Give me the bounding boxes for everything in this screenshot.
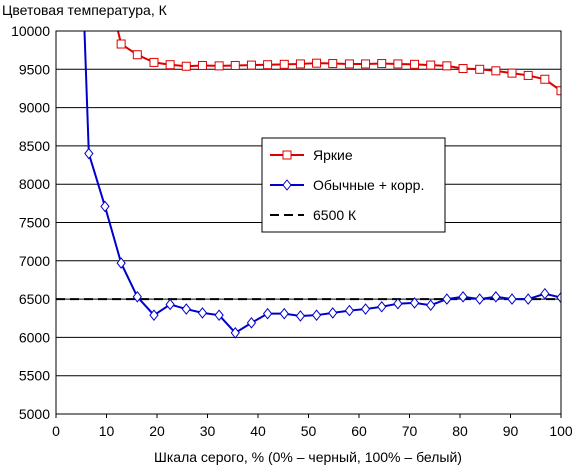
x-tick-label: 70: [402, 423, 418, 439]
chart-title: Цветовая температура, К: [2, 2, 168, 18]
legend-label-1: Обычные + корр.: [313, 177, 424, 193]
y-tick-label: 7000: [19, 253, 50, 269]
blue-point-27: [523, 293, 533, 305]
x-tick-label: 60: [351, 423, 367, 439]
red-point-27: [556, 86, 561, 96]
y-tick-label: 10000: [11, 23, 50, 39]
series-layer: [83, 31, 561, 339]
red-point-19: [426, 60, 436, 70]
red-point-1: [132, 50, 142, 60]
series-0: [116, 31, 561, 96]
blue-point-7: [197, 307, 208, 319]
red-point-24: [507, 68, 517, 78]
blue-point-6: [181, 303, 191, 315]
x-tick-labels: 0 10 20 30 40 50 60 70 80 90 100: [52, 414, 572, 439]
blue-point-17: [360, 303, 371, 315]
red-point-20: [442, 61, 452, 71]
red-point-7: [230, 60, 240, 70]
red-point-12: [312, 58, 322, 68]
y-tick-label: 9000: [19, 100, 50, 116]
red-point-17: [393, 59, 403, 69]
legend-label-0: Яркие: [313, 147, 353, 163]
blue-point-3: [132, 291, 142, 303]
red-point-16: [377, 59, 387, 69]
blue-point-2: [116, 257, 126, 269]
blue-point-24: [475, 293, 485, 305]
blue-point-18: [377, 300, 387, 313]
red-point-9: [263, 60, 273, 70]
y-tick-label: 7500: [19, 215, 50, 231]
red-point-3: [165, 60, 175, 70]
blue-point-legend-1: [282, 179, 292, 191]
y-tick-label: 6500: [19, 291, 50, 307]
y-tick-label: 8500: [19, 138, 50, 154]
red-point-22: [475, 64, 485, 74]
blue-point-15: [328, 307, 338, 319]
red-point-8: [246, 60, 256, 70]
red-point-5: [197, 60, 207, 70]
red-point-23: [491, 66, 501, 76]
red-point-4: [181, 61, 191, 71]
blue-point-26: [507, 293, 517, 305]
y-tick-label: 9500: [19, 61, 50, 77]
blue-point-20: [409, 297, 420, 309]
y-tick-label: 5500: [19, 368, 50, 384]
x-tick-label: 40: [250, 423, 266, 439]
x-tick-label: 50: [301, 423, 317, 439]
blue-point-0: [84, 147, 94, 160]
y-tick-label: 8000: [19, 176, 50, 192]
red-point-6: [214, 61, 224, 71]
y-tick-labels: 5000 5500 6000 6500 7000 7500 8000 8500 9000 9500…: [11, 23, 50, 422]
legend: Яркие Обычные + корр. 6500 К: [261, 137, 446, 233]
blue-point-11: [262, 307, 273, 320]
blue-point-22: [442, 293, 452, 305]
x-tick-label: 80: [452, 423, 468, 439]
blue-point-28: [540, 287, 550, 300]
blue-point-29: [556, 291, 561, 304]
red-point-10: [279, 59, 289, 69]
y-tick-label: 5000: [19, 406, 50, 422]
blue-point-4: [149, 309, 159, 321]
x-tick-label: 20: [149, 423, 165, 439]
red-point-21: [458, 64, 468, 74]
red-point-18: [410, 59, 420, 69]
blue-point-25: [491, 291, 501, 303]
series-1: [83, 31, 561, 339]
blue-point-10: [246, 317, 257, 329]
red-point-11: [295, 59, 305, 69]
red-point-14: [344, 59, 354, 69]
blue-point-12: [279, 307, 289, 320]
x-tick-label: 30: [200, 423, 216, 439]
blue-point-13: [295, 310, 306, 322]
blue-point-14: [311, 309, 322, 321]
blue-point-9: [230, 327, 240, 339]
legend-label-2: 6500 К: [313, 207, 357, 223]
red-point-legend-0: [282, 150, 292, 160]
blue-point-23: [458, 291, 468, 303]
red-point-25: [523, 70, 533, 80]
red-point-15: [361, 59, 371, 69]
x-tick-label: 90: [503, 423, 519, 439]
x-axis-title: Шкала серого, % (0% – черный, 100% – бел…: [154, 449, 462, 465]
blue-point-16: [344, 304, 355, 317]
series-line-0: [116, 31, 561, 92]
x-tick-label: 100: [549, 423, 572, 439]
red-point-13: [328, 59, 338, 69]
blue-point-8: [214, 309, 224, 321]
y-tick-label: 6000: [19, 329, 50, 345]
x-tick-label: 0: [52, 423, 60, 439]
blue-point-21: [426, 299, 436, 312]
red-point-26: [540, 74, 550, 84]
blue-point-19: [393, 297, 403, 310]
x-tick-label: 10: [99, 423, 115, 439]
blue-point-1: [100, 200, 110, 213]
blue-point-5: [165, 298, 175, 311]
red-point-0: [116, 39, 126, 49]
red-point-2: [149, 57, 159, 67]
